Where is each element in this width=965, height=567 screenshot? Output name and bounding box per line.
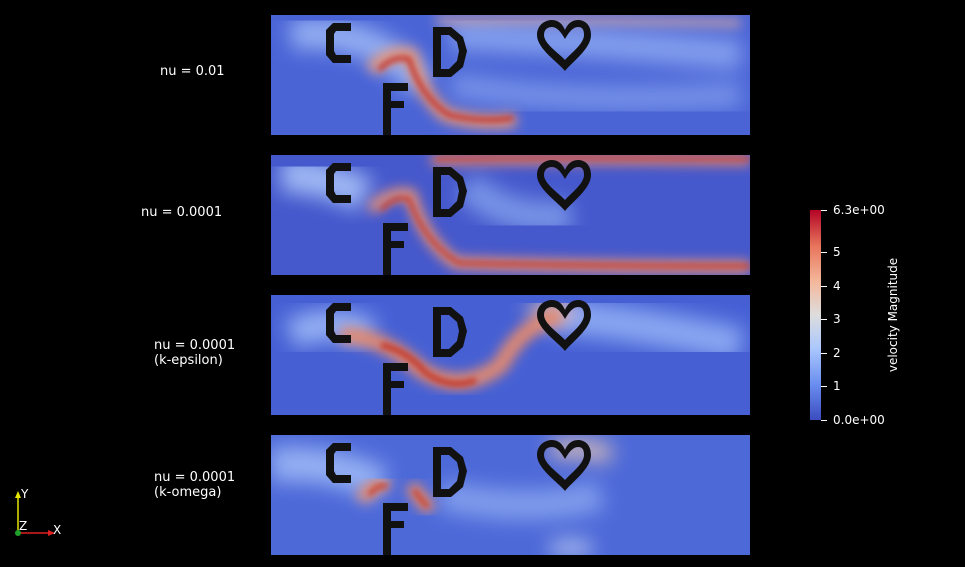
z-axis-label: Z — [19, 519, 27, 533]
colorbar-tick-label: 3 — [833, 312, 841, 326]
colorbar-tick-min — [821, 420, 827, 421]
y-axis-arrow-icon — [15, 491, 21, 498]
x-axis-label: X — [53, 523, 61, 537]
case-label-nu-0-0001: nu = 0.0001 — [141, 205, 223, 220]
colorbar-tick-1 — [821, 386, 827, 387]
colorbar-tick-label: 5 — [833, 245, 841, 259]
colorbar-tick-label: 1 — [833, 379, 841, 393]
colorbar-tick-5 — [821, 252, 827, 253]
colorbar-tick-label: 4 — [833, 279, 841, 293]
velocity-field-panel-nu-0-01 — [271, 15, 750, 135]
colorbar-max-label: 6.3e+00 — [833, 203, 885, 217]
colorbar-min-label: 0.0e+00 — [833, 413, 885, 427]
axes-orientation-triad: Y Z X — [6, 485, 76, 545]
y-axis-label: Y — [20, 487, 29, 501]
x-axis-arrow-icon — [48, 530, 55, 536]
colorbar-tick-label: 2 — [833, 346, 841, 360]
velocity-colorbar — [810, 210, 821, 420]
velocity-field-panel-k-epsilon — [271, 295, 750, 415]
case-label-nu-0-01: nu = 0.01 — [160, 64, 225, 79]
colorbar-tick-4 — [821, 286, 827, 287]
colorbar-tick-2 — [821, 353, 827, 354]
colorbar-title: velocity Magnitude — [886, 257, 900, 373]
colorbar-tick-max — [821, 210, 827, 211]
colorbar-tick-3 — [821, 319, 827, 320]
velocity-field-panel-k-omega — [271, 435, 750, 555]
case-label-k-omega: nu = 0.0001 (k-omega) — [154, 470, 236, 500]
z-axis-dot-icon — [15, 530, 21, 536]
case-label-k-epsilon: nu = 0.0001 (k-epsilon) — [154, 338, 236, 368]
velocity-field-panel-nu-0-0001 — [271, 155, 750, 275]
